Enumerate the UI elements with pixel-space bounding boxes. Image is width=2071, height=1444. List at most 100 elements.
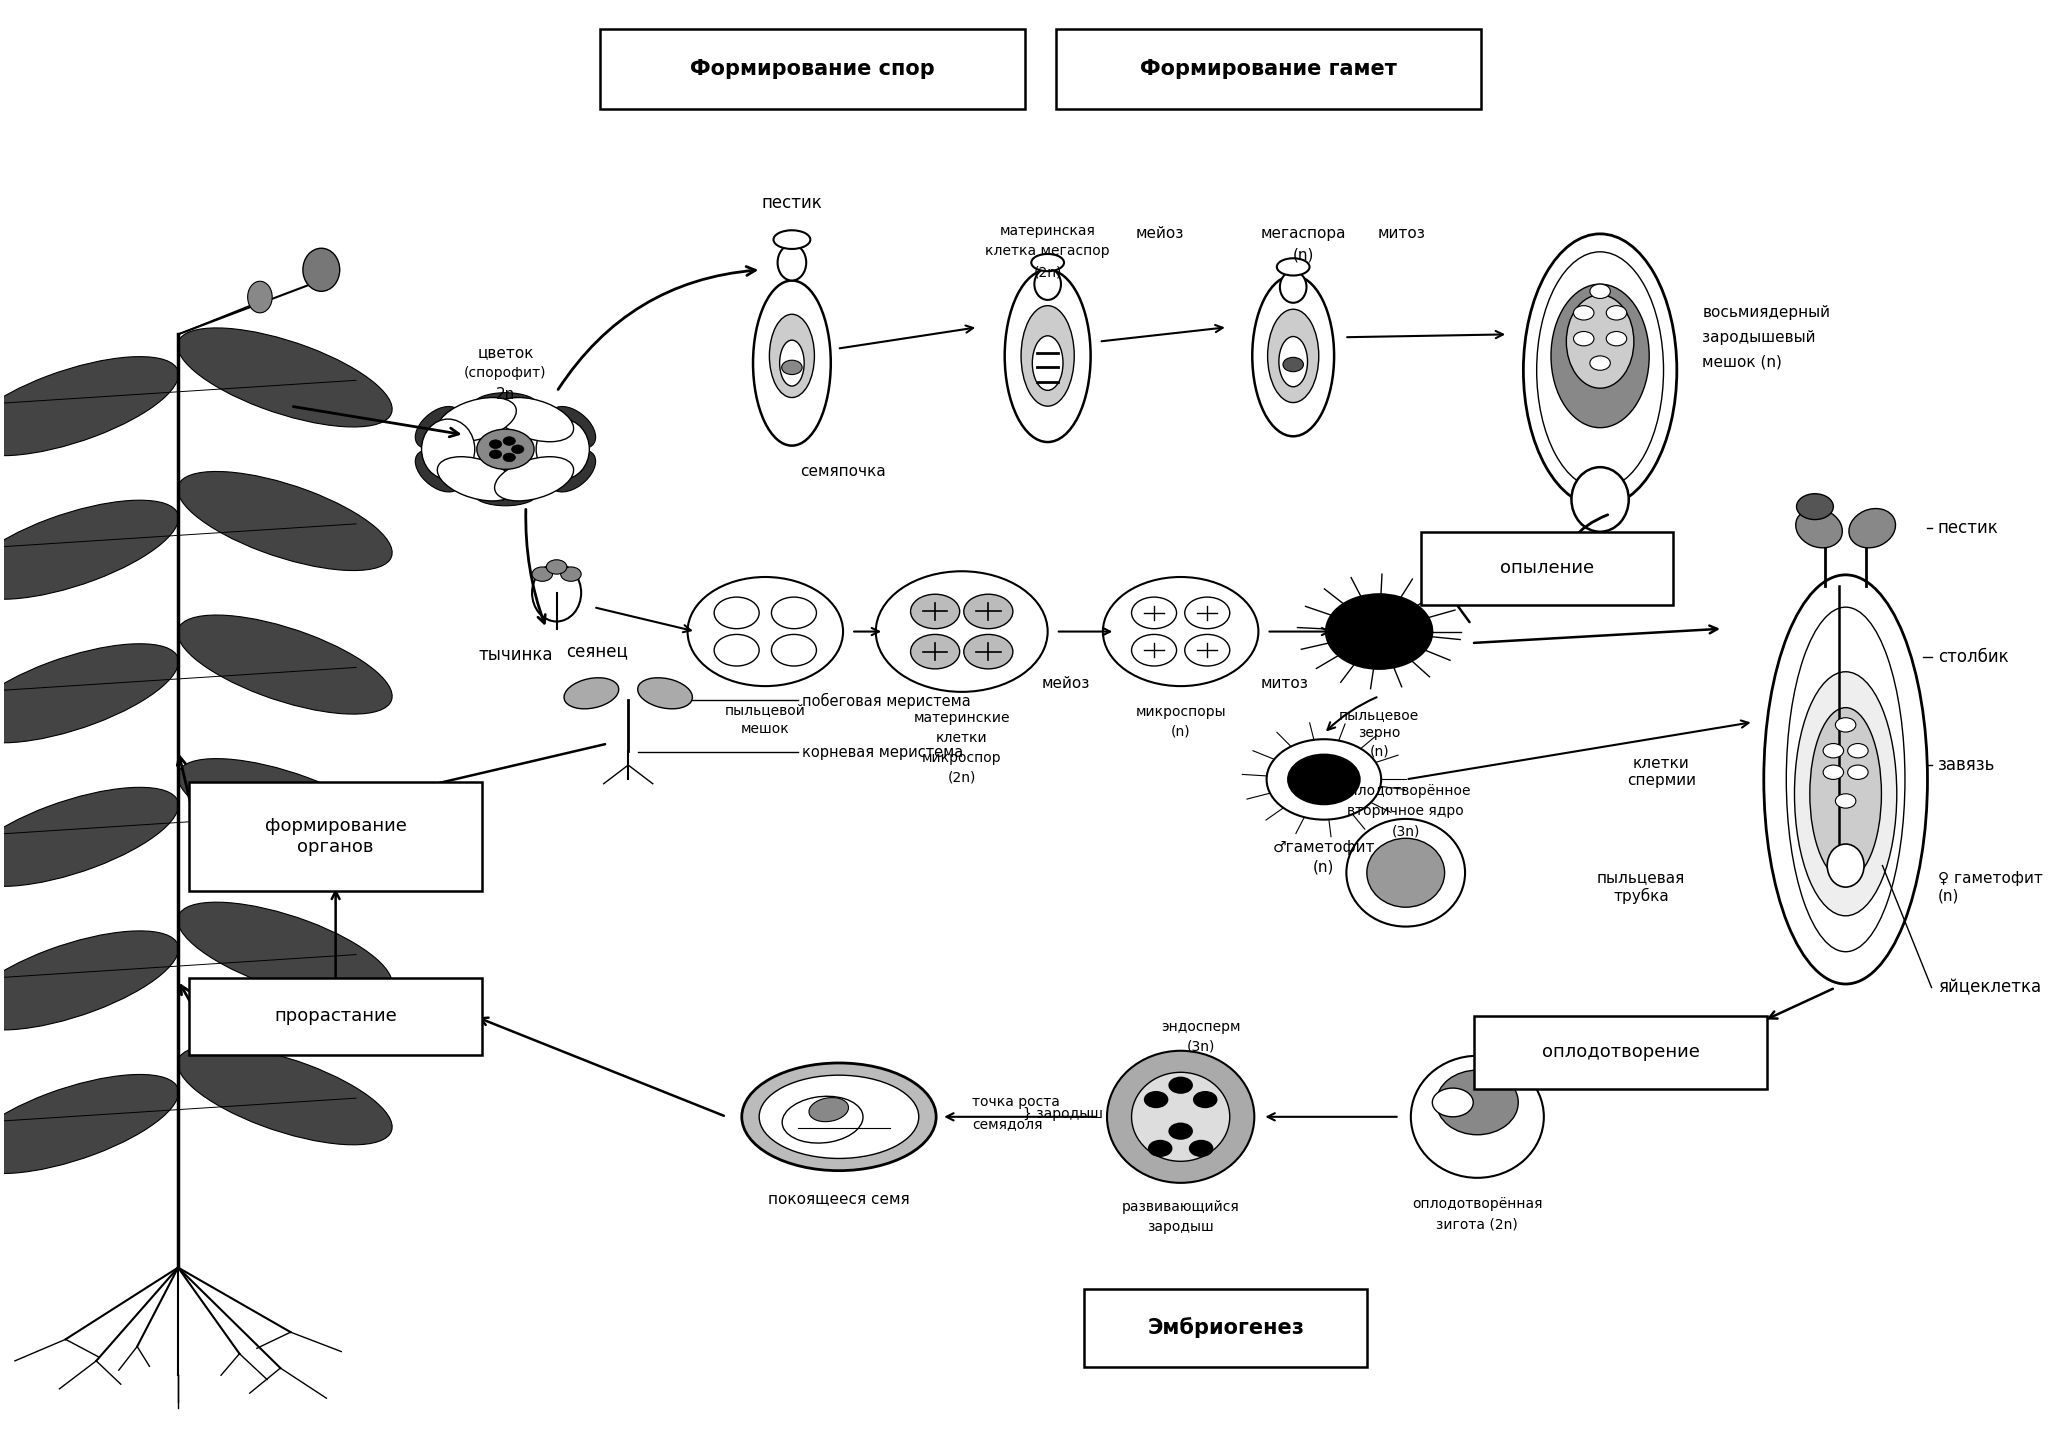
Text: митоз: митоз — [1377, 227, 1425, 241]
Text: оплодотворение: оплодотворение — [1541, 1043, 1700, 1061]
Circle shape — [1591, 284, 1611, 299]
Circle shape — [781, 360, 801, 374]
Circle shape — [963, 634, 1013, 669]
Text: яйцеклетка: яйцеклетка — [1938, 979, 2040, 996]
Ellipse shape — [779, 341, 804, 386]
Text: (n): (n) — [1292, 247, 1315, 263]
Circle shape — [547, 560, 567, 575]
Text: клетки
спермии: клетки спермии — [1628, 757, 1696, 788]
Circle shape — [1193, 1092, 1218, 1108]
Ellipse shape — [1827, 845, 1864, 887]
Text: оплодотворённая: оплодотворённая — [1412, 1197, 1543, 1212]
Circle shape — [1847, 744, 1868, 758]
Ellipse shape — [741, 1063, 936, 1171]
Ellipse shape — [1280, 336, 1307, 387]
Ellipse shape — [0, 787, 178, 887]
Text: сеянец: сеянец — [567, 643, 628, 660]
Ellipse shape — [0, 931, 178, 1030]
Ellipse shape — [551, 451, 596, 492]
Ellipse shape — [1267, 309, 1319, 403]
Ellipse shape — [0, 1074, 178, 1174]
Ellipse shape — [1131, 1073, 1230, 1161]
Circle shape — [911, 634, 959, 669]
FancyBboxPatch shape — [1085, 1289, 1367, 1366]
Text: зерно: зерно — [1359, 726, 1400, 741]
Text: (2n): (2n) — [1033, 266, 1062, 280]
Ellipse shape — [638, 677, 692, 709]
Ellipse shape — [178, 1045, 391, 1145]
FancyBboxPatch shape — [188, 978, 483, 1056]
Text: цветок: цветок — [476, 345, 534, 360]
Circle shape — [963, 595, 1013, 628]
Ellipse shape — [1810, 708, 1880, 879]
Circle shape — [770, 634, 816, 666]
Text: точка роста: точка роста — [971, 1096, 1060, 1109]
Circle shape — [561, 567, 582, 582]
Text: микроспоры: микроспоры — [1135, 705, 1226, 719]
Circle shape — [503, 436, 516, 445]
Text: (n): (n) — [1369, 745, 1390, 760]
Circle shape — [1822, 744, 1843, 758]
Ellipse shape — [1410, 1056, 1543, 1178]
Ellipse shape — [783, 1096, 864, 1144]
Ellipse shape — [422, 419, 474, 479]
Circle shape — [876, 572, 1048, 692]
Circle shape — [1282, 357, 1303, 371]
Circle shape — [911, 595, 959, 628]
Text: пестик: пестик — [1938, 520, 1999, 537]
Text: формирование
органов: формирование органов — [265, 817, 406, 856]
Text: тычинка: тычинка — [478, 645, 553, 664]
Ellipse shape — [178, 615, 391, 715]
Circle shape — [503, 453, 516, 462]
Ellipse shape — [1253, 276, 1334, 436]
Circle shape — [1286, 754, 1361, 806]
Text: (3n): (3n) — [1187, 1040, 1216, 1054]
Ellipse shape — [0, 500, 178, 599]
Circle shape — [476, 429, 534, 469]
Text: микроспор: микроспор — [922, 751, 1002, 765]
Text: материнские: материнские — [913, 710, 1011, 725]
Ellipse shape — [1346, 819, 1464, 927]
Circle shape — [1185, 634, 1230, 666]
Ellipse shape — [416, 406, 462, 448]
Text: завязь: завязь — [1938, 757, 1994, 774]
Text: Эмбриогенез: Эмбриогенез — [1147, 1317, 1305, 1339]
Circle shape — [1185, 598, 1230, 628]
Text: 2n: 2n — [495, 387, 516, 401]
Ellipse shape — [1280, 271, 1307, 303]
FancyBboxPatch shape — [1475, 1015, 1767, 1089]
Circle shape — [770, 598, 816, 628]
Ellipse shape — [1764, 575, 1928, 983]
Ellipse shape — [772, 230, 810, 248]
Ellipse shape — [472, 479, 538, 505]
Text: клетка мегаспор: клетка мегаспор — [986, 244, 1110, 258]
Circle shape — [1835, 794, 1856, 809]
Circle shape — [1147, 1139, 1172, 1157]
Text: восьмиядерный: восьмиядерный — [1702, 305, 1831, 321]
Circle shape — [714, 598, 760, 628]
Ellipse shape — [495, 456, 574, 501]
Text: семядоля: семядоля — [971, 1118, 1042, 1131]
FancyBboxPatch shape — [188, 783, 483, 891]
Ellipse shape — [1437, 1070, 1518, 1135]
Ellipse shape — [1537, 251, 1663, 488]
Text: клетки: клетки — [936, 731, 988, 745]
Circle shape — [1104, 578, 1259, 686]
Ellipse shape — [551, 406, 596, 448]
Ellipse shape — [1031, 336, 1062, 390]
Ellipse shape — [810, 1097, 849, 1122]
Circle shape — [489, 451, 501, 459]
FancyBboxPatch shape — [1056, 29, 1481, 108]
Ellipse shape — [770, 315, 814, 397]
Text: (3n): (3n) — [1392, 825, 1421, 839]
Text: эндосперм: эндосперм — [1162, 1019, 1241, 1034]
Circle shape — [1607, 332, 1626, 347]
Text: (спорофит): (спорофит) — [464, 367, 547, 380]
Text: развивающийся: развивающийся — [1122, 1200, 1241, 1214]
Ellipse shape — [302, 248, 340, 292]
Ellipse shape — [1278, 258, 1309, 276]
Ellipse shape — [0, 357, 178, 456]
Ellipse shape — [437, 397, 516, 442]
Text: прорастание: прорастание — [273, 1008, 398, 1025]
Ellipse shape — [536, 419, 590, 479]
